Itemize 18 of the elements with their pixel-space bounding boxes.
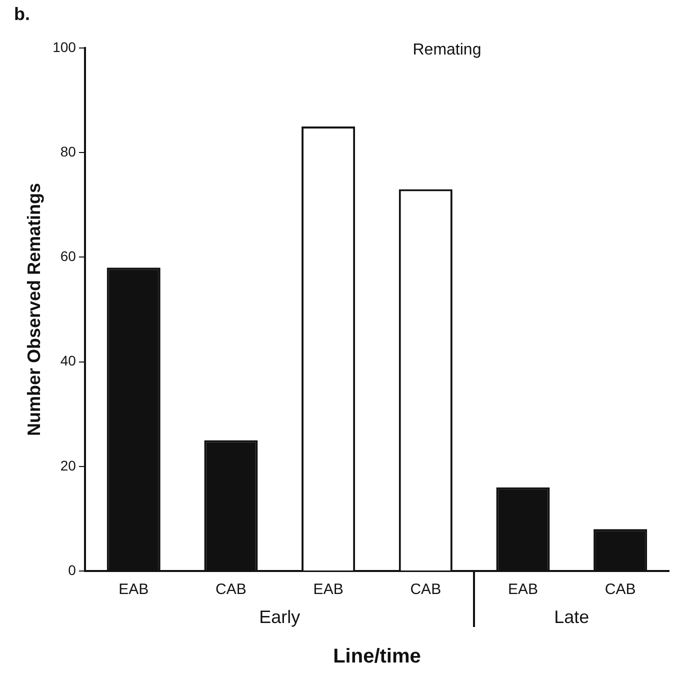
y-tick-label: 60 bbox=[60, 248, 76, 264]
text: b. bbox=[14, 4, 30, 25]
text: Early bbox=[259, 607, 300, 628]
y-tick-label: 40 bbox=[60, 352, 76, 369]
x-tick-label: CAB bbox=[604, 581, 636, 598]
x-tick-label: CAB bbox=[410, 581, 442, 598]
x-tick-label: EAB bbox=[508, 581, 538, 598]
x-tick-label: EAB bbox=[118, 581, 149, 598]
x-axis-title: Line/time bbox=[333, 646, 421, 668]
y-tick-label: 100 bbox=[52, 38, 76, 55]
x-tick-label: EAB bbox=[313, 581, 344, 598]
y-axis-title: Number Observed Rematings bbox=[24, 182, 44, 436]
chart-title: Remating bbox=[412, 41, 482, 58]
y-tick-label: 20 bbox=[60, 457, 76, 474]
y-tick-label: 0 bbox=[68, 562, 76, 578]
text: Late bbox=[554, 607, 590, 628]
x-tick-label: CAB bbox=[216, 581, 246, 598]
y-tick-label: 80 bbox=[60, 143, 76, 160]
